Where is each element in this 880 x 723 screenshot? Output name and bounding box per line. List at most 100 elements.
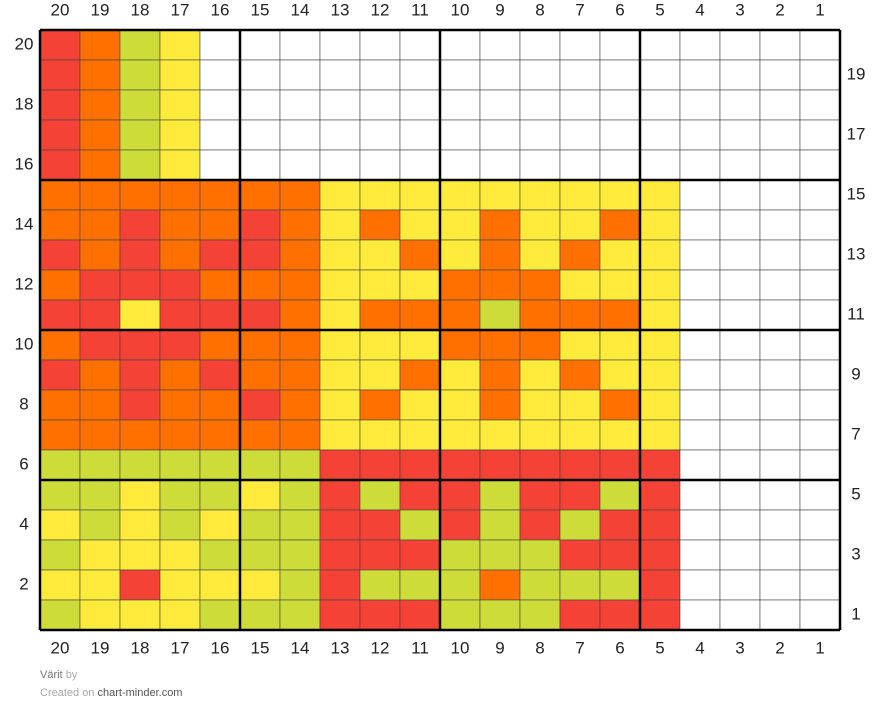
cell xyxy=(799,569,841,601)
cell xyxy=(799,329,841,361)
row-label-left: 18 xyxy=(15,94,34,113)
cell xyxy=(119,329,161,361)
cell xyxy=(719,509,761,541)
cell xyxy=(359,449,401,481)
cell xyxy=(479,209,521,241)
cell xyxy=(639,329,681,361)
cell xyxy=(599,389,641,421)
cell xyxy=(359,509,401,541)
cell xyxy=(399,479,441,511)
column-label-bottom: 20 xyxy=(51,638,70,657)
column-label-bottom: 17 xyxy=(171,638,190,657)
cell xyxy=(39,389,81,421)
cell xyxy=(119,119,161,151)
cell xyxy=(399,419,441,451)
cell xyxy=(279,59,321,91)
column-label-top: 10 xyxy=(451,0,470,19)
cell xyxy=(159,179,201,211)
cell xyxy=(719,119,761,151)
cell xyxy=(279,569,321,601)
cell xyxy=(639,569,681,601)
cell xyxy=(719,209,761,241)
cell xyxy=(159,359,201,391)
column-label-bottom: 2 xyxy=(775,638,784,657)
column-label-bottom: 1 xyxy=(815,638,824,657)
cell xyxy=(679,299,721,331)
cell xyxy=(519,239,561,271)
cell xyxy=(439,119,481,151)
cell xyxy=(319,269,361,301)
column-label-bottom: 16 xyxy=(211,638,230,657)
cell xyxy=(239,239,281,271)
cell xyxy=(719,479,761,511)
cell xyxy=(319,329,361,361)
cell xyxy=(559,389,601,421)
cell xyxy=(159,89,201,121)
cell xyxy=(679,569,721,601)
column-label-top: 12 xyxy=(371,0,390,19)
cell xyxy=(679,359,721,391)
cell xyxy=(639,179,681,211)
cell xyxy=(199,389,241,421)
cell xyxy=(319,539,361,571)
row-label-right: 3 xyxy=(851,544,860,563)
cell xyxy=(359,569,401,601)
cell xyxy=(479,389,521,421)
cell xyxy=(399,299,441,331)
row-label-right: 7 xyxy=(851,424,860,443)
cell xyxy=(479,449,521,481)
cell xyxy=(479,149,521,181)
cell xyxy=(199,569,241,601)
cell xyxy=(439,539,481,571)
cell xyxy=(399,329,441,361)
cell xyxy=(719,29,761,61)
cell xyxy=(79,449,121,481)
cell xyxy=(719,599,761,631)
cell xyxy=(519,89,561,121)
cell xyxy=(119,29,161,61)
cell xyxy=(199,419,241,451)
cell xyxy=(519,149,561,181)
cell xyxy=(319,449,361,481)
row-label-left: 6 xyxy=(19,454,28,473)
column-label-bottom: 18 xyxy=(131,638,150,657)
cell xyxy=(439,149,481,181)
cell xyxy=(599,119,641,151)
column-label-bottom: 13 xyxy=(331,638,350,657)
cell xyxy=(719,269,761,301)
cell xyxy=(599,569,641,601)
cell xyxy=(399,119,441,151)
column-label-top: 19 xyxy=(91,0,110,19)
cell xyxy=(279,449,321,481)
cell xyxy=(679,59,721,91)
by-label: by xyxy=(66,669,78,681)
row-label-right: 15 xyxy=(847,184,866,203)
column-label-top: 14 xyxy=(291,0,310,19)
column-label-top: 3 xyxy=(735,0,744,19)
column-label-top: 13 xyxy=(331,0,350,19)
cell xyxy=(119,89,161,121)
cell xyxy=(599,479,641,511)
cell xyxy=(679,509,721,541)
cell xyxy=(799,89,841,121)
cell xyxy=(599,179,641,211)
cell xyxy=(759,179,801,211)
column-label-top: 7 xyxy=(575,0,584,19)
cell xyxy=(479,539,521,571)
cell xyxy=(39,569,81,601)
cell xyxy=(399,239,441,271)
cell xyxy=(759,29,801,61)
cell xyxy=(679,539,721,571)
cell xyxy=(79,179,121,211)
cell xyxy=(679,269,721,301)
cell xyxy=(199,539,241,571)
cell xyxy=(799,119,841,151)
cell xyxy=(639,509,681,541)
cell xyxy=(759,389,801,421)
cell xyxy=(559,299,601,331)
cell xyxy=(719,179,761,211)
cell xyxy=(439,299,481,331)
cell xyxy=(639,239,681,271)
cell xyxy=(759,509,801,541)
